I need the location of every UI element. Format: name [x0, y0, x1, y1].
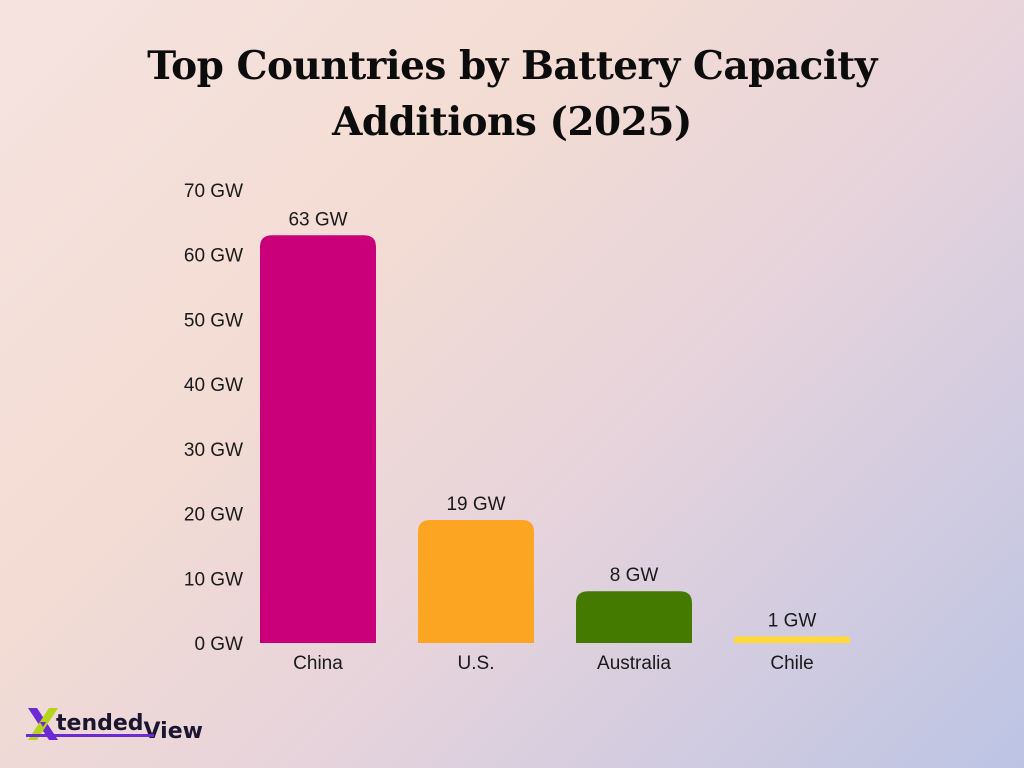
brand-logo: tended View: [26, 700, 203, 744]
y-tick-label: 10 GW: [184, 569, 243, 590]
y-tick-label: 20 GW: [184, 505, 243, 526]
y-axis: 0 GW 10 GW 20 GW 30 GW 40 GW 50 GW 60 GW 70 GW: [184, 181, 243, 655]
bar-value-label: 19 GW: [446, 494, 505, 515]
y-tick-label: 60 GW: [184, 246, 243, 267]
x-category-label: China: [293, 653, 343, 674]
x-category-label: Chile: [770, 653, 813, 674]
y-tick-label: 0 GW: [194, 634, 243, 655]
bars: [260, 235, 850, 644]
logo-underline: [26, 734, 154, 737]
value-labels: 63 GW 19 GW 8 GW 1 GW: [288, 209, 816, 631]
bar-australia: [576, 591, 692, 643]
logo-text-tended: tended: [56, 711, 144, 736]
bar-value-label: 63 GW: [288, 209, 347, 230]
x-axis: China U.S. Australia Chile: [293, 653, 813, 674]
chart-title-line-1: Top Countries by Battery Capacity: [147, 43, 877, 89]
bar-value-label: 1 GW: [768, 611, 817, 632]
y-tick-label: 40 GW: [184, 375, 243, 396]
logo-text-view: View: [143, 719, 203, 744]
bar-chile: [734, 636, 850, 643]
y-tick-label: 50 GW: [184, 310, 243, 331]
chart-title: Top Countries by Battery Capacity Additi…: [0, 38, 1024, 150]
bar-u-s: [418, 520, 534, 643]
logo-x-mark-icon: [28, 708, 58, 740]
x-category-label: Australia: [597, 653, 671, 674]
bar-value-label: 8 GW: [610, 565, 659, 586]
bar-china: [260, 235, 376, 644]
chart-title-line-2: Additions (2025): [332, 99, 692, 145]
x-category-label: U.S.: [458, 653, 495, 674]
y-tick-label: 70 GW: [184, 181, 243, 202]
y-tick-label: 30 GW: [184, 440, 243, 461]
